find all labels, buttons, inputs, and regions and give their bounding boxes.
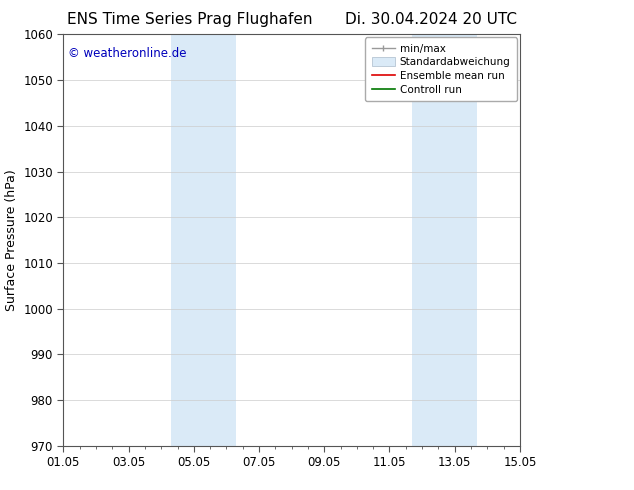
Legend: min/max, Standardabweichung, Ensemble mean run, Controll run: min/max, Standardabweichung, Ensemble me… [365,37,517,101]
Text: Di. 30.04.2024 20 UTC: Di. 30.04.2024 20 UTC [345,12,517,27]
Bar [171,34,236,446]
Bar [412,34,477,446]
Text: © weatheronline.de: © weatheronline.de [68,47,186,60]
Text: ENS Time Series Prag Flughafen: ENS Time Series Prag Flughafen [67,12,313,27]
Y-axis label: Surface Pressure (hPa): Surface Pressure (hPa) [4,169,18,311]
